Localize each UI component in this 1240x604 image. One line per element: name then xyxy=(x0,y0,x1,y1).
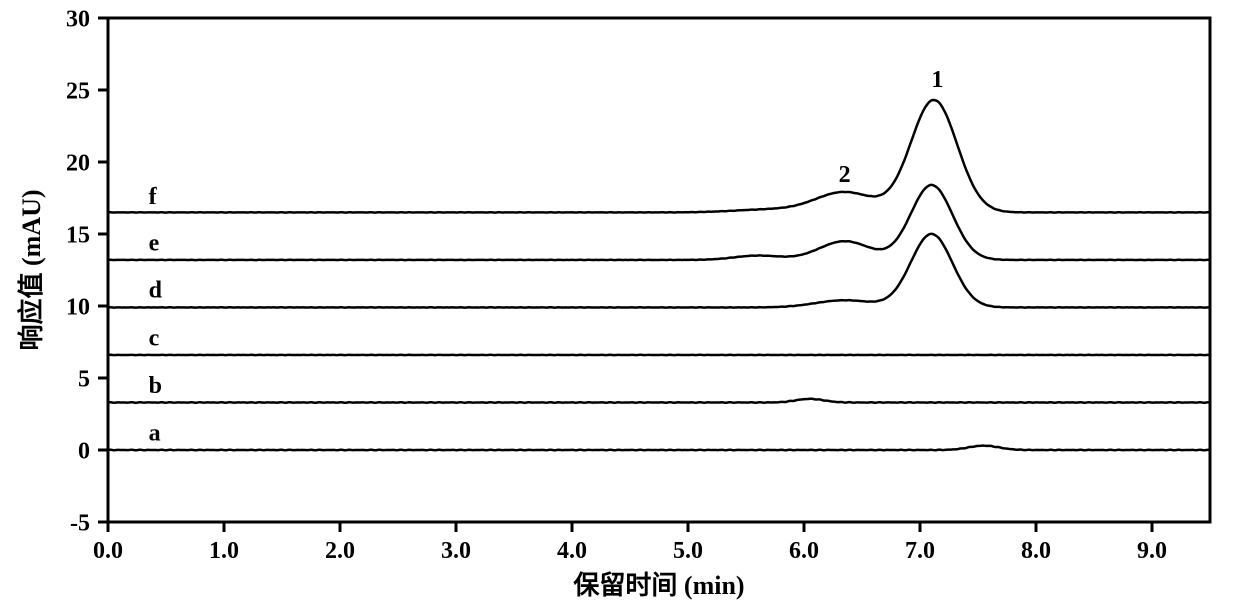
svg-text:0.0: 0.0 xyxy=(93,538,123,564)
svg-text:10: 10 xyxy=(66,294,90,320)
svg-text:25: 25 xyxy=(66,78,90,104)
svg-text:保留时间 (min): 保留时间 (min) xyxy=(572,571,744,600)
svg-text:5.0: 5.0 xyxy=(673,538,703,564)
svg-text:9.0: 9.0 xyxy=(1137,538,1167,564)
svg-text:d: d xyxy=(149,277,163,303)
svg-text:f: f xyxy=(149,184,158,210)
svg-text:-5: -5 xyxy=(70,510,90,536)
svg-text:a: a xyxy=(149,421,161,447)
chart-svg: 0.0 1.0 2.0 3.0 4.0 5.0 6.0 7.0 8.0 9.0 -5 0 5 10 15 20… xyxy=(0,0,1240,604)
svg-text:20: 20 xyxy=(66,150,90,176)
svg-text:6.0: 6.0 xyxy=(789,538,819,564)
svg-text:4.0: 4.0 xyxy=(557,538,587,564)
svg-text:e: e xyxy=(149,231,160,257)
svg-text:b: b xyxy=(149,373,162,399)
svg-text:30: 30 xyxy=(66,6,90,32)
svg-text:响应值 (mAU): 响应值 (mAU) xyxy=(16,189,46,350)
svg-text:7.0: 7.0 xyxy=(905,538,935,564)
svg-text:c: c xyxy=(149,326,160,352)
svg-text:2.0: 2.0 xyxy=(325,538,355,564)
chromatogram-chart: 0.0 1.0 2.0 3.0 4.0 5.0 6.0 7.0 8.0 9.0 -5 0 5 10 15 20… xyxy=(0,0,1240,604)
svg-text:5: 5 xyxy=(78,366,90,392)
svg-text:2: 2 xyxy=(839,162,851,188)
svg-text:3.0: 3.0 xyxy=(441,538,471,564)
svg-text:1: 1 xyxy=(931,67,943,93)
svg-text:8.0: 8.0 xyxy=(1021,538,1051,564)
svg-text:1.0: 1.0 xyxy=(209,538,239,564)
svg-text:15: 15 xyxy=(66,222,90,248)
svg-text:0: 0 xyxy=(78,438,90,464)
